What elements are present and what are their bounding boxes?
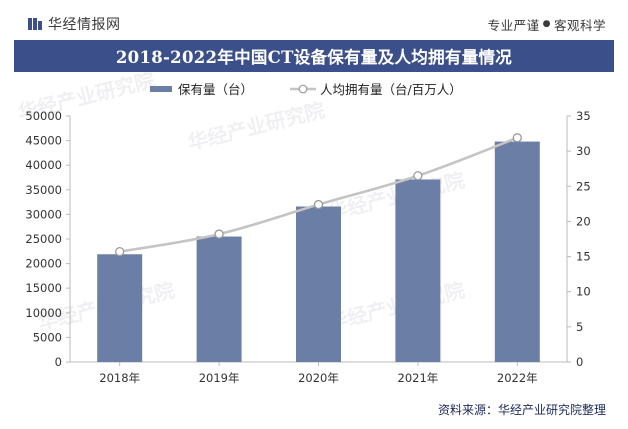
line-point	[413, 171, 423, 181]
y-right-tick-label: 30	[576, 144, 591, 158]
y-right-tick-label: 20	[576, 214, 591, 228]
y-left-tick-label: 35000	[25, 183, 62, 197]
y-right-tick-label: 35	[576, 109, 591, 123]
slogan: 专业严谨 ● 客观科学	[488, 14, 606, 34]
logo-text: 华经情报网	[48, 17, 121, 33]
y-left-tick-label: 20000	[25, 257, 62, 271]
legend-line-marker	[298, 84, 308, 94]
logo-icon	[28, 18, 42, 30]
x-tick-label: 2022年	[497, 371, 538, 385]
x-tick-label: 2020年	[298, 371, 339, 385]
line-point	[512, 133, 522, 143]
slogan-right: 客观科学	[553, 17, 606, 33]
legend-line-label: 人均拥有量（台/百万人）	[320, 82, 462, 97]
bar	[395, 179, 441, 362]
y-right-tick-label: 10	[576, 285, 591, 299]
bar	[494, 141, 540, 362]
bar	[97, 254, 143, 362]
legend-bar-label: 保有量（台）	[178, 82, 253, 97]
y-left-tick-label: 5000	[33, 330, 62, 344]
bar	[196, 236, 242, 362]
line-point	[313, 199, 324, 210]
line-point	[115, 247, 125, 257]
y-left-tick-label: 15000	[25, 281, 62, 295]
y-right-tick-label: 5	[576, 320, 583, 334]
watermark-text: 华经产业研究院	[185, 98, 327, 155]
source-note: 资料来源：华经产业研究院整理	[438, 402, 606, 417]
chart-title: 2018-2022年中国CT设备保有量及人均拥有量情况	[115, 48, 513, 67]
title-bar: 2018-2022年中国CT设备保有量及人均拥有量情况	[14, 40, 614, 72]
y-left-tick-label: 10000	[25, 306, 62, 320]
legend-bar-swatch	[150, 86, 172, 92]
x-tick-label: 2019年	[199, 371, 240, 385]
y-right-tick-label: 0	[576, 355, 583, 369]
y-left-tick-label: 25000	[25, 232, 62, 246]
y-right-tick-label: 25	[576, 179, 591, 193]
y-left-tick-label: 45000	[25, 134, 62, 148]
slogan-dot-icon: ●	[542, 19, 551, 29]
bar	[296, 206, 341, 362]
logo: 华经情报网	[28, 14, 121, 34]
y-left-tick-label: 50000	[25, 109, 62, 123]
line-point	[214, 229, 224, 239]
y-left-tick-label: 40000	[25, 158, 62, 172]
x-tick-label: 2018年	[99, 371, 140, 385]
y-left-tick-label: 30000	[25, 207, 62, 221]
y-left-tick-label: 0	[55, 355, 62, 369]
y-right-tick-label: 15	[576, 250, 591, 264]
slogan-left: 专业严谨	[487, 17, 540, 33]
x-tick-label: 2021年	[398, 371, 439, 385]
